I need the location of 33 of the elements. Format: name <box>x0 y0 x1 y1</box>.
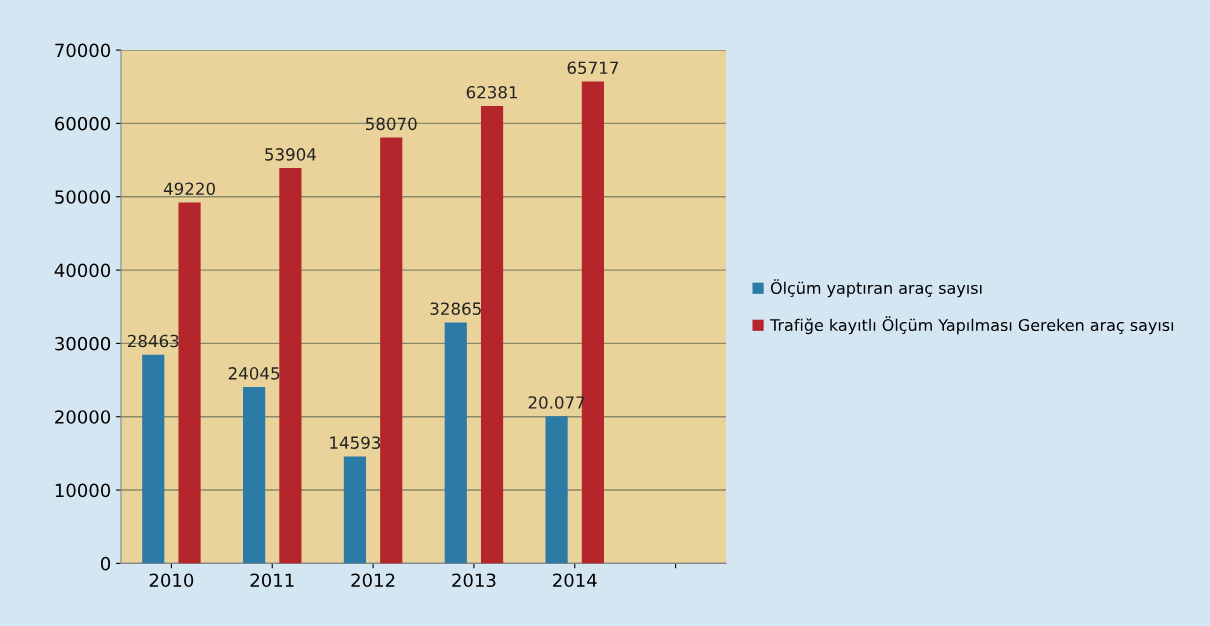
legend-label: Trafiğe kayıtlı Ölçüm Yapılması Gereken araç sayısı <box>770 316 1174 335</box>
data-label: 49220 <box>163 182 215 196</box>
x-tick-label: 2014 <box>553 573 597 588</box>
y-tick-label: 20000 <box>55 410 111 424</box>
y-tick-label: 30000 <box>55 336 111 351</box>
x-tick-label: 2011 <box>250 573 294 588</box>
y-tick-label: 50000 <box>55 190 111 204</box>
bar <box>343 456 367 564</box>
legend-label: Ölçüm yaptıran araç sayısı <box>770 279 982 298</box>
data-label: 24045 <box>228 367 280 380</box>
x-tick-label: 2012 <box>351 573 395 588</box>
data-label: 58070 <box>366 117 417 131</box>
data-label: 53904 <box>265 148 316 161</box>
bar <box>178 202 201 564</box>
data-label: 32865 <box>430 302 481 315</box>
x-tick-label: 2010 <box>149 573 194 588</box>
bar <box>142 354 165 564</box>
bar <box>480 105 504 564</box>
y-tick-label: 0 <box>100 556 111 571</box>
data-label: 65717 <box>567 61 618 75</box>
data-label: 62381 <box>466 85 518 99</box>
bar <box>279 168 302 564</box>
y-tick-label: 70000 <box>55 43 111 58</box>
y-tick-label: 40000 <box>54 263 111 278</box>
y-tick-label: 10000 <box>55 483 111 498</box>
data-label: 14593 <box>330 436 381 449</box>
bar <box>243 387 266 564</box>
bar <box>380 137 403 564</box>
y-tick-label: 60000 <box>55 116 111 131</box>
bar <box>444 322 467 564</box>
bar <box>545 416 568 564</box>
data-label: 28463 <box>127 334 179 348</box>
x-tick-label: 2013 <box>452 573 496 588</box>
